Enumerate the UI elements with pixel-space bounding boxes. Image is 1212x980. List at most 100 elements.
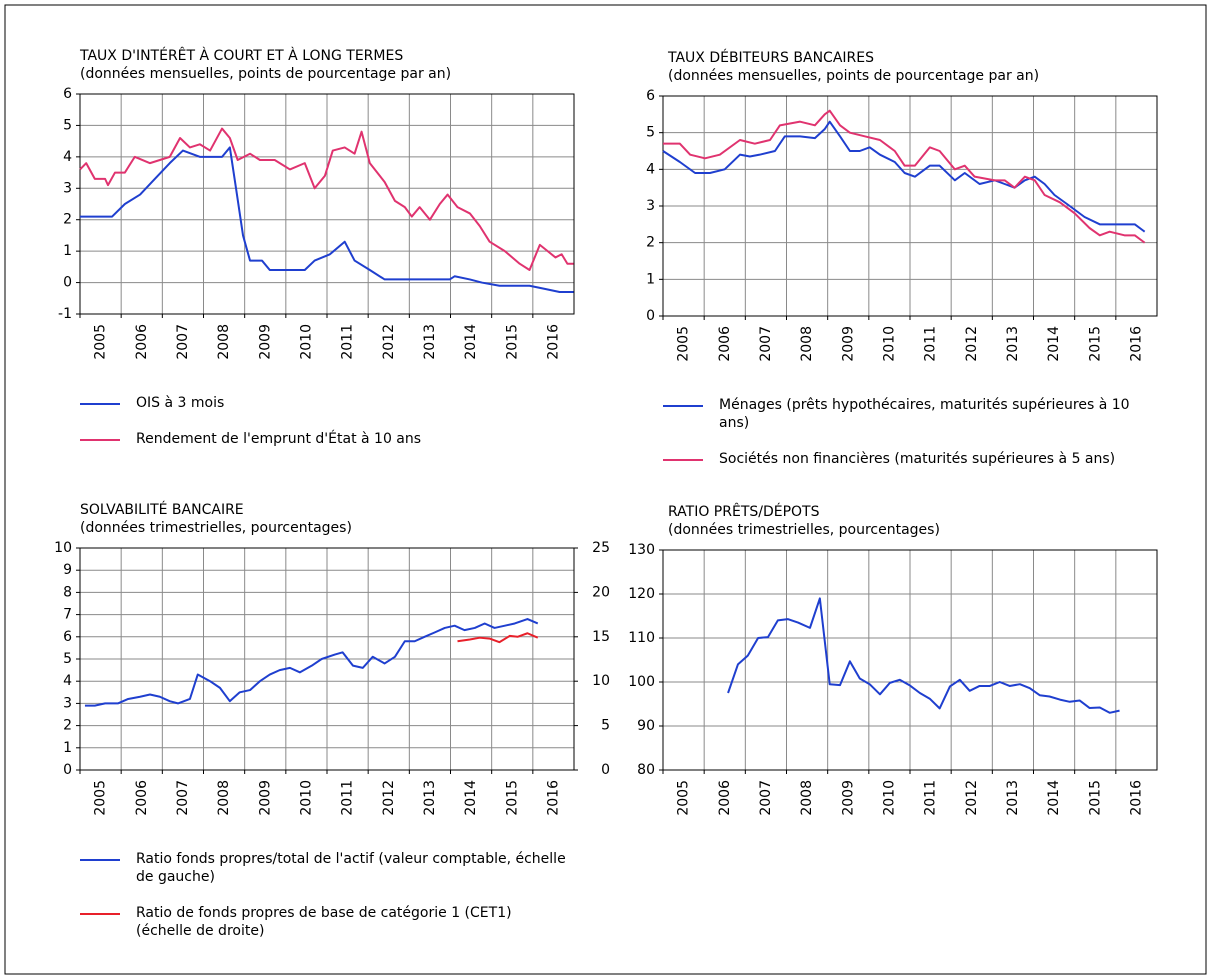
series-line bbox=[727, 597, 1120, 714]
x-tick-label: 2015 bbox=[1087, 326, 1103, 362]
x-tick-label: 2006 bbox=[134, 324, 150, 360]
plot-border bbox=[662, 549, 1158, 771]
x-tick-label: 2014 bbox=[1046, 326, 1062, 362]
legend-label: OIS à 3 mois bbox=[136, 395, 225, 411]
x-tick-label: 2012 bbox=[381, 324, 397, 360]
y-tick-label: 0 bbox=[646, 308, 655, 324]
legend: Ménages (prêts hypothécaires, maturités … bbox=[663, 396, 1149, 486]
legend-label: Ratio de fonds propres de base de catégo… bbox=[136, 905, 512, 939]
plot-border bbox=[662, 95, 1158, 317]
x-tick-label: 2009 bbox=[840, 780, 856, 816]
chart-title: SOLVABILITÉ BANCAIRE bbox=[80, 501, 244, 518]
x-tick-label: 2010 bbox=[881, 780, 897, 816]
legend-label: Rendement de l'emprunt d'État à 10 ans bbox=[136, 431, 422, 447]
chart-title: TAUX DÉBITEURS BANCAIRES bbox=[667, 49, 874, 66]
x-tick-label: 2010 bbox=[298, 324, 314, 360]
legend-label: Ratio fonds propres/total de l'actif (va… bbox=[136, 851, 566, 885]
y-tick-label: 130 bbox=[628, 542, 655, 558]
x-tick-label: 2013 bbox=[1005, 326, 1021, 362]
x-tick-label: 2006 bbox=[134, 780, 150, 816]
x-tick-label: 2006 bbox=[717, 780, 733, 816]
y-tick-label: 4 bbox=[646, 161, 655, 177]
x-tick-label: 2008 bbox=[799, 780, 815, 816]
x-tick-label: 2011 bbox=[923, 780, 939, 816]
frame bbox=[4, 4, 1207, 975]
x-tick-label: 2015 bbox=[504, 780, 520, 816]
y-tick-label: 6 bbox=[63, 629, 72, 645]
legend: Ratio fonds propres/total de l'actif (va… bbox=[80, 850, 566, 958]
legend-swatch bbox=[663, 405, 703, 407]
y-tick-label: 120 bbox=[628, 586, 655, 602]
y2-tick-label: 25 bbox=[592, 540, 610, 556]
x-tick-label: 2011 bbox=[340, 780, 356, 816]
x-tick-label: 2013 bbox=[1005, 780, 1021, 816]
y-tick-label: 5 bbox=[63, 651, 72, 667]
x-tick-label: 2015 bbox=[504, 324, 520, 360]
y-tick-label: 2 bbox=[63, 718, 72, 734]
legend-item: Sociétés non financières (maturités supé… bbox=[663, 450, 1149, 468]
x-tick-label: 2008 bbox=[216, 780, 232, 816]
series-line bbox=[84, 618, 539, 707]
chart-subtitle: (données trimestrielles, pourcentages) bbox=[80, 520, 352, 536]
legend-swatch bbox=[663, 459, 703, 461]
y-tick-label: 6 bbox=[646, 88, 655, 104]
y-tick-label: 3 bbox=[646, 198, 655, 214]
legend-swatch bbox=[80, 403, 120, 405]
x-tick-label: 2005 bbox=[93, 324, 109, 360]
x-tick-label: 2015 bbox=[1087, 780, 1103, 816]
plot-border bbox=[79, 547, 575, 771]
y-tick-label: 4 bbox=[63, 673, 72, 689]
y-tick-label: 4 bbox=[63, 149, 72, 165]
y-tick-label: 2 bbox=[63, 212, 72, 228]
y-tick-label: 5 bbox=[63, 117, 72, 133]
y-tick-label: 3 bbox=[63, 180, 72, 196]
x-tick-label: 2009 bbox=[257, 324, 273, 360]
x-tick-label: 2013 bbox=[422, 780, 438, 816]
y-tick-label: 10 bbox=[54, 540, 72, 556]
y-tick-label: 3 bbox=[63, 695, 72, 711]
y-tick-label: 9 bbox=[63, 562, 72, 578]
y-tick-label: 1 bbox=[646, 271, 655, 287]
y-tick-label: 8 bbox=[63, 584, 72, 600]
x-tick-label: 2009 bbox=[257, 780, 273, 816]
series-line bbox=[663, 109, 1146, 244]
x-tick-label: 2007 bbox=[758, 326, 774, 362]
legend: OIS à 3 mois Rendement de l'emprunt d'Éta… bbox=[80, 394, 566, 466]
y2-tick-label: 20 bbox=[592, 584, 610, 600]
y-tick-label: 110 bbox=[628, 630, 655, 646]
x-tick-label: 2010 bbox=[881, 326, 897, 362]
y-tick-label: 5 bbox=[646, 125, 655, 141]
x-tick-label: 2007 bbox=[175, 324, 191, 360]
x-tick-label: 2014 bbox=[463, 780, 479, 816]
x-tick-label: 2010 bbox=[298, 780, 314, 816]
y-tick-label: 80 bbox=[637, 762, 655, 778]
y-tick-label: 6 bbox=[63, 86, 72, 102]
x-tick-label: 2005 bbox=[93, 780, 109, 816]
y2-tick-label: 5 bbox=[601, 718, 610, 734]
chart-subtitle: (données trimestrielles, pourcentages) bbox=[668, 522, 940, 538]
x-tick-label: 2008 bbox=[216, 324, 232, 360]
y-tick-label: 7 bbox=[63, 607, 72, 623]
legend-item: Ménages (prêts hypothécaires, maturités … bbox=[663, 396, 1149, 432]
y2-tick-label: 10 bbox=[592, 673, 610, 689]
x-tick-label: 2007 bbox=[175, 780, 191, 816]
y-tick-label: 2 bbox=[646, 235, 655, 251]
x-tick-label: 2011 bbox=[340, 324, 356, 360]
legend-item: Ratio fonds propres/total de l'actif (va… bbox=[80, 850, 566, 886]
legend-item: OIS à 3 mois bbox=[80, 394, 566, 412]
x-tick-label: 2012 bbox=[964, 326, 980, 362]
chart-title: RATIO PRÊTS/DÉPOTS bbox=[668, 502, 820, 520]
series-line bbox=[80, 146, 574, 293]
legend-item: Rendement de l'emprunt d'État à 10 ans bbox=[80, 430, 566, 448]
x-tick-label: 2016 bbox=[1128, 780, 1144, 816]
series-line bbox=[457, 632, 539, 644]
chart-title: TAUX D'INTÉRÊT À COURT ET À LONG TERMES bbox=[79, 46, 403, 64]
chart-subtitle: (données mensuelles, points de pourcenta… bbox=[668, 68, 1039, 84]
x-tick-label: 2005 bbox=[676, 326, 692, 362]
x-tick-label: 2013 bbox=[422, 324, 438, 360]
legend-item: Ratio de fonds propres de base de catégo… bbox=[80, 904, 566, 940]
x-tick-label: 2014 bbox=[463, 324, 479, 360]
y-tick-label: 1 bbox=[63, 740, 72, 756]
y-tick-label: 90 bbox=[637, 718, 655, 734]
